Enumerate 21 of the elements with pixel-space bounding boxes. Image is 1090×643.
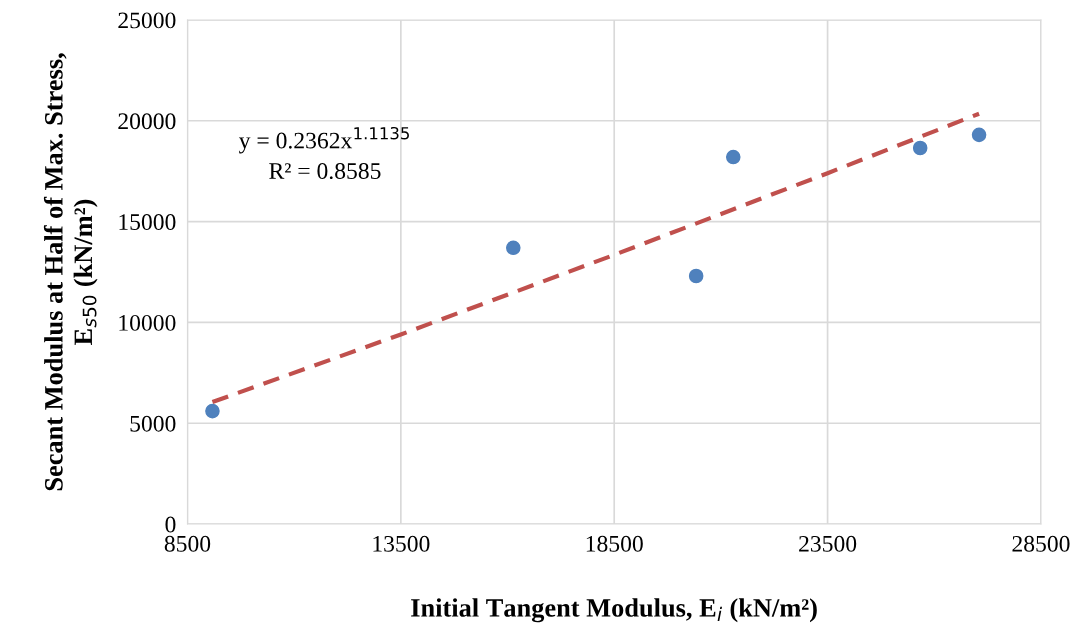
annotation: y = 0.2362x$^{1.1135}$: [238, 127, 409, 154]
point: [205, 403, 220, 419]
y-tick-label: 25000: [118, 12, 176, 29]
point: [725, 149, 741, 165]
x-axis-title: Initial Tangent Modulus, E$_{i}$ (kN/m²): [411, 598, 817, 623]
x-tick-label: 23500: [799, 535, 857, 552]
point: [688, 268, 704, 284]
y-tick-label: 20000: [118, 113, 176, 130]
point: [971, 127, 987, 143]
y-tick-label: 5000: [130, 415, 176, 432]
point: [506, 240, 521, 256]
y-tick-label: 15000: [119, 214, 176, 230]
point: [912, 140, 928, 156]
x-tick-label: 8500: [164, 535, 211, 552]
annotation: R² = 0.8585: [269, 163, 381, 180]
x-tick-label: 28500: [1012, 535, 1070, 552]
x-tick-label: 13500: [373, 535, 430, 552]
y-tick-label: 0: [165, 516, 176, 533]
y-axis-title: Secant Modulus at Half of Max. Stress, E$_{s50}$ (kN/m²): [43, 53, 98, 491]
y-tick-label: 10000: [119, 314, 176, 331]
x-tick-label: 18500: [586, 535, 643, 552]
